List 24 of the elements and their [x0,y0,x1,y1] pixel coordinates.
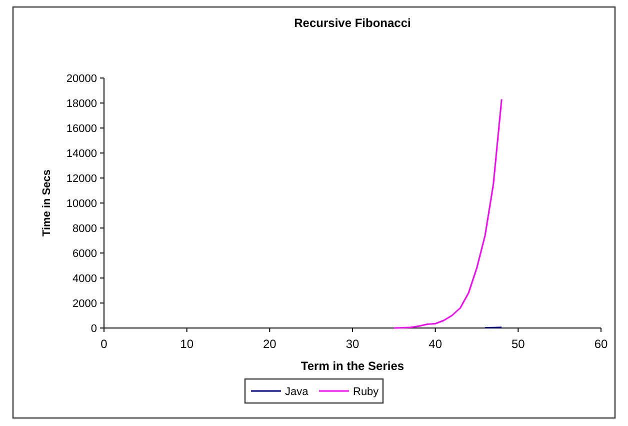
x-tick-label: 50 [511,337,526,351]
y-tick-label: 8000 [72,223,97,235]
x-tick-label: 40 [428,337,442,351]
y-tick-label: 18000 [66,98,97,110]
y-tick-label: 0 [90,323,97,335]
y-tick-label: 4000 [72,273,97,285]
x-tick-label: 10 [180,337,194,351]
y-axis-title: Time in Secs [41,169,53,237]
y-tick-label: 6000 [72,248,97,260]
x-tick-label: 0 [100,337,108,351]
y-tick-label: 12000 [66,173,97,185]
y-tick-label: 20000 [66,73,97,85]
legend-label: Java [285,386,310,398]
y-tick-label: 16000 [66,123,97,135]
x-tick-label: 20 [262,337,277,351]
chart-title: Recursive Fibonacci [294,16,411,30]
y-tick-label: 14000 [66,148,97,160]
x-tick-label: 30 [346,337,360,351]
legend-label: Ruby [353,386,380,398]
y-tick-label: 10000 [66,198,97,210]
x-tick-label: 60 [594,337,608,351]
x-axis-title: Term in the Series [300,359,404,373]
y-tick-label: 2000 [72,298,97,310]
line-series [393,98,502,329]
